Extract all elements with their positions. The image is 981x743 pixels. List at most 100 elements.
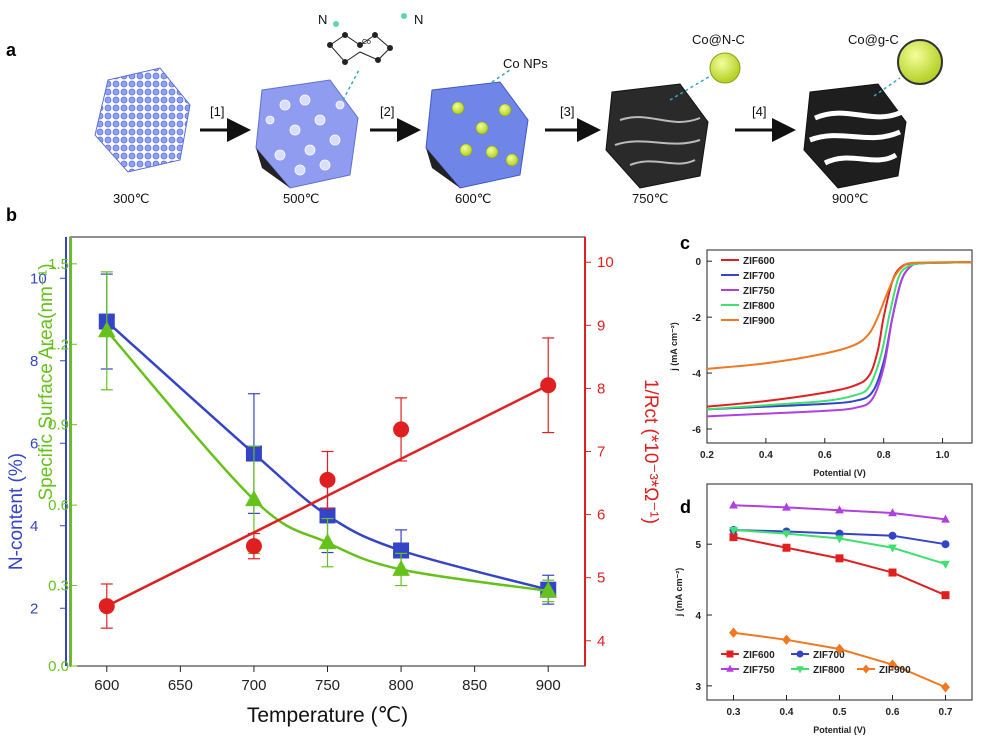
chart-d-x-label: Potential (V) (813, 725, 866, 735)
chart-d-point-zif750 (782, 502, 791, 511)
chart-b-point-n-content (393, 542, 410, 559)
chart-b-x-label: Temperature (℃) (247, 704, 408, 727)
chart-b-point-ssa (245, 490, 263, 507)
chart-d-x-tick-label: 0.4 (780, 707, 794, 718)
chart-b-ssa-tick-label: 0.3 (48, 578, 69, 595)
chart-d-legend-label: ZIF800 (813, 665, 845, 676)
chart-c-legend-label: ZIF700 (743, 271, 775, 282)
chart-b-x-tick-label: 850 (462, 677, 487, 694)
chart-b-n-tick-label: 2 (30, 600, 38, 617)
panel-label-c: c (680, 233, 691, 253)
chart-d-point-zif750 (729, 500, 738, 509)
chart-d-point-zif600 (941, 591, 950, 600)
chart-d-point-zif600 (729, 533, 738, 542)
chart-d-y-tick-label: 5 (695, 540, 701, 551)
panel-label-a: a (6, 40, 17, 60)
chart-b-ssa-axis-title: Specific Surface Area(nm⁻¹) (36, 263, 57, 500)
chart-b-point-rct (245, 538, 262, 555)
annotation-co-nps: Co NPs (503, 56, 548, 71)
chart-c-x-tick-label: 0.2 (700, 450, 714, 461)
chart-c-x-tick-label: 1.0 (936, 450, 950, 461)
chart-b-point-ssa (539, 581, 558, 598)
zif-crystal-500 (255, 79, 359, 189)
annotation-co-gc: Co@g-C (848, 32, 899, 47)
zif-molecule-icon (327, 13, 407, 65)
stage-label-500: 500℃ (283, 191, 319, 206)
chart-d-x-tick-label: 0.7 (939, 707, 953, 718)
chart-d-legend-marker (862, 664, 870, 674)
stage-label-750: 750℃ (632, 191, 668, 206)
chart-d-legend-marker (726, 650, 734, 658)
chart-b-point-rct (319, 471, 336, 488)
chart-c-y-tick-label: -4 (692, 369, 701, 380)
chart-b-ssa-tick-label: 1.5 (48, 256, 69, 273)
annotation-n-left: N (318, 12, 327, 27)
chart-c-y-tick-label: -6 (692, 425, 701, 436)
chart-d-x-tick-label: 0.3 (727, 707, 741, 718)
chart-d-point-zif700 (888, 531, 897, 540)
step-label-2: [2] (380, 104, 394, 119)
zif-crystal-300 (94, 67, 191, 173)
chart-b-point-ssa (392, 559, 410, 576)
chart-b-point-ssa (97, 321, 116, 338)
co-nc-particle (709, 52, 741, 84)
chart-d-point-zif750 (941, 514, 950, 523)
chart-d-point-zif900 (888, 659, 897, 670)
chart-b-n-axis-title: N-content (%) (6, 453, 27, 570)
chart-b-point-rct (393, 421, 410, 438)
chart-b-n-tick-label: 8 (30, 353, 38, 370)
chart-b-n-tick-label: 6 (30, 435, 38, 452)
chart-c-legend-label: ZIF750 (743, 286, 775, 297)
chart-b-rct-axis-title: 1/Rct (*10⁻³*Ω⁻¹) (640, 379, 661, 524)
carbon-crystal-900 (803, 83, 907, 189)
chart-d-legend-label: ZIF900 (879, 665, 911, 676)
chart-b-point-rct (540, 377, 557, 394)
chart-b-rct-tick-label: 5 (597, 570, 605, 587)
chart-d-point-zif800 (729, 526, 738, 535)
chart-d-point-zif750 (835, 505, 844, 514)
chart-b-rct-tick-label: 8 (597, 380, 605, 397)
chart-d-y-tick-label: 3 (695, 682, 701, 693)
chart-b-x-tick-label: 650 (168, 677, 193, 694)
chart-d-y-label: j (mA cm⁻²) (674, 568, 684, 617)
chart-d-legend-marker (726, 664, 734, 672)
chart-b-point-ssa (318, 533, 337, 550)
chart-c-y-label: j (mA cm⁻²) (669, 322, 679, 371)
chart-d-point-zif600 (888, 568, 897, 577)
chart-b-x-tick-label: 600 (94, 677, 119, 694)
chart-d-point-zif900 (835, 643, 844, 655)
chart-d-x-tick-label: 0.5 (833, 707, 847, 718)
chart-c-x-label: Potential (V) (813, 468, 866, 478)
leader-lines (342, 67, 901, 101)
chart-c-y-tick-label: -2 (692, 313, 701, 324)
chart-b-rct-tick-label: 6 (597, 507, 605, 524)
carbon-crystal-750 (605, 83, 709, 189)
chart-d-x-tick-label: 0.6 (886, 707, 900, 718)
step-label-4: [4] (752, 104, 766, 119)
chart-d-legend-marker (796, 666, 804, 674)
chart-d-point-zif900 (941, 682, 950, 693)
chart-b-x-tick-label: 900 (536, 677, 561, 694)
chart-d-legend-label: ZIF700 (813, 650, 845, 661)
chart-b-point-n-content (319, 507, 336, 524)
chart-c-x-tick-label: 0.4 (759, 450, 773, 461)
annotation-n-right: N (414, 12, 423, 27)
chart-d-point-zif700 (941, 540, 950, 549)
chart-d-point-zif800 (888, 544, 897, 553)
chart-b-rct-tick-label: 7 (597, 444, 605, 461)
panel-label-d: d (680, 497, 691, 517)
chart-c-legend-label: ZIF800 (743, 301, 775, 312)
chart-d-point-zif900 (729, 627, 738, 638)
stage-label-600: 600℃ (455, 191, 491, 206)
chart-b-x-tick-label: 800 (389, 677, 414, 694)
chart-d-legend-label: ZIF750 (743, 665, 775, 676)
carbon-crystal-600 (425, 81, 529, 189)
chart-c-y-tick-label: 0 (695, 257, 701, 268)
chart-b-n-tick-label: 4 (30, 518, 38, 535)
chart-b-rct-tick-label: 9 (597, 317, 605, 334)
chart-b-n-tick-label: 10 (30, 270, 47, 287)
chart-c-x-tick-label: 0.8 (877, 450, 891, 461)
